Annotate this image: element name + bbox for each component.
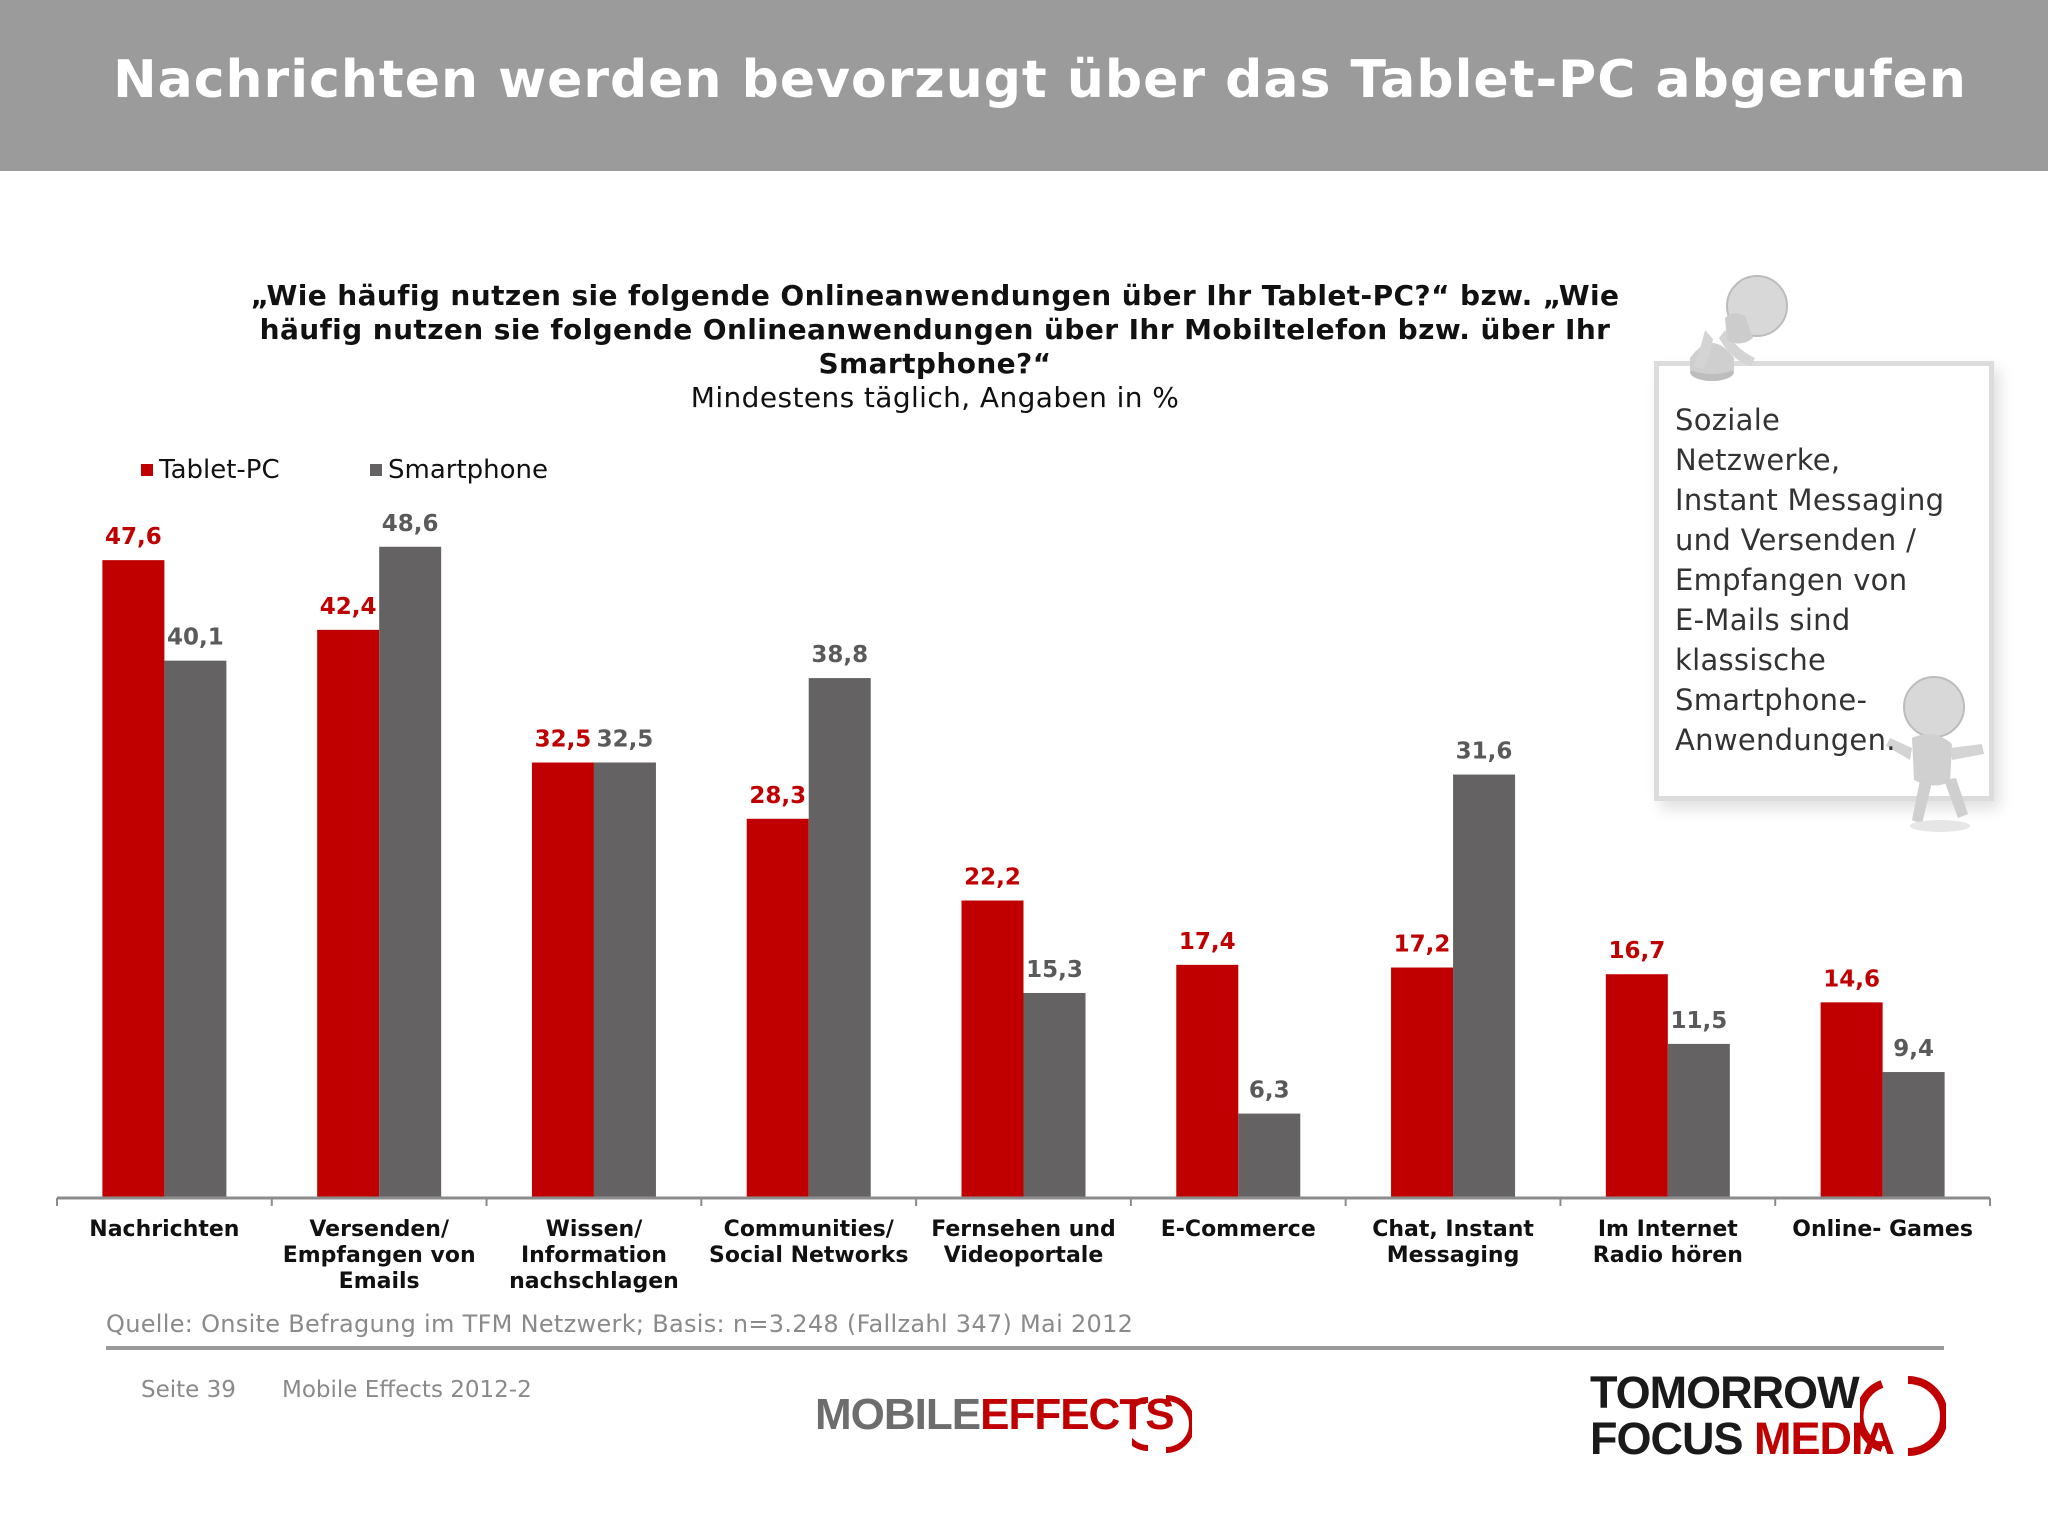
note-line: Anwendungen. xyxy=(1675,723,1896,757)
data-label-smartphone: 11,5 xyxy=(1670,1008,1727,1034)
data-label-smartphone: 9,4 xyxy=(1893,1036,1934,1062)
bar-smartphone xyxy=(1453,774,1516,1198)
tomorrow-focus-media-logo: TOMORROW FOCUS MEDIA xyxy=(1590,1367,1895,1464)
header-bar xyxy=(0,0,2048,171)
note-line: Smartphone- xyxy=(1675,683,1868,717)
data-label-tablet: 47,6 xyxy=(105,524,162,550)
bar-tablet xyxy=(531,762,594,1198)
category-label: nachschlagen xyxy=(509,1269,679,1294)
bar-tablet xyxy=(102,560,165,1198)
data-label-smartphone: 40,1 xyxy=(167,625,224,651)
bar-smartphone xyxy=(164,660,227,1198)
footer-divider xyxy=(106,1346,1944,1350)
category-label: Emails xyxy=(339,1269,420,1294)
data-label-tablet: 32,5 xyxy=(535,727,592,753)
mobile-effects-ring-icon xyxy=(1132,1395,1192,1453)
category-label: Messaging xyxy=(1387,1243,1520,1268)
legend-item-tablet: Tablet-PC xyxy=(141,455,280,485)
category-label: Empfangen von xyxy=(283,1243,476,1268)
category-label: Videoportale xyxy=(944,1243,1104,1268)
category-label: Versenden/ xyxy=(309,1217,450,1242)
legend-swatch-smartphone xyxy=(370,464,382,476)
chart-subtitle: Mindestens täglich, Angaben in % xyxy=(690,381,1180,414)
bar-smartphone xyxy=(593,762,656,1198)
data-label-tablet: 17,4 xyxy=(1179,929,1236,955)
note-line: Soziale xyxy=(1675,403,1781,437)
bar-tablet xyxy=(1176,964,1239,1198)
figure-top-icon xyxy=(1690,275,1788,381)
data-label-smartphone: 6,3 xyxy=(1249,1078,1290,1104)
data-label-smartphone: 31,6 xyxy=(1456,739,1513,765)
page-number: Seite 39 xyxy=(141,1377,236,1403)
category-label: Nachrichten xyxy=(89,1217,239,1242)
bar-tablet xyxy=(961,900,1024,1198)
bar-smartphone xyxy=(379,546,442,1198)
bar-tablet xyxy=(1820,1002,1883,1198)
legend-item-smartphone: Smartphone xyxy=(370,455,548,485)
data-label-tablet: 22,2 xyxy=(964,865,1021,891)
data-label-tablet: 42,4 xyxy=(320,594,377,620)
category-label: Fernsehen und xyxy=(931,1217,1116,1242)
note-line: Netzwerke, xyxy=(1675,443,1841,477)
note-line: Empfangen von xyxy=(1675,563,1908,597)
data-label-tablet: 16,7 xyxy=(1608,938,1665,964)
bar-tablet xyxy=(746,818,809,1198)
note-line: Instant Messaging xyxy=(1675,483,1945,517)
data-label-smartphone: 32,5 xyxy=(597,727,654,753)
figure-bottom-icon xyxy=(1886,676,1984,832)
mobile-effects-logo: MOBILEEFFECTS xyxy=(815,1390,1175,1440)
category-label: Wissen/ xyxy=(546,1217,644,1242)
category-label: E-Commerce xyxy=(1161,1217,1316,1242)
note-line: und Versenden / xyxy=(1675,523,1917,557)
category-label: Radio hören xyxy=(1593,1243,1743,1268)
bar-tablet xyxy=(1605,974,1668,1198)
bar-smartphone xyxy=(1023,992,1086,1198)
category-label: Social Networks xyxy=(709,1243,908,1268)
legend-swatch-tablet xyxy=(141,464,153,476)
bar-smartphone xyxy=(1667,1043,1730,1198)
data-label-smartphone: 15,3 xyxy=(1026,957,1083,983)
category-label: Information xyxy=(521,1243,667,1268)
bar-smartphone xyxy=(1882,1072,1945,1198)
note-line: klassische xyxy=(1675,643,1827,677)
bar-tablet xyxy=(1391,967,1454,1198)
data-label-smartphone: 48,6 xyxy=(382,511,439,537)
note-line: E-Mails sind xyxy=(1675,603,1851,637)
logo-focus-text: FOCUS xyxy=(1590,1413,1743,1464)
bar-chart: 47,6 40,1 Nachrichten 42,4 48,6 Versenden/Emp… xyxy=(56,511,1991,1294)
category-label: Communities/ xyxy=(724,1217,895,1242)
logo-mobile-text: MOBILE xyxy=(815,1390,981,1439)
chart-title: „Wie häufig nutzen sie folgende Onlinean… xyxy=(250,279,1620,380)
data-label-tablet: 28,3 xyxy=(749,783,806,809)
logo-tomorrow-text: TOMORROW xyxy=(1590,1367,1860,1418)
data-label-smartphone: 38,8 xyxy=(811,642,868,668)
source-note: Quelle: Onsite Befragung im TFM Netzwerk… xyxy=(106,1310,1134,1338)
category-label: Chat, Instant xyxy=(1372,1217,1534,1242)
legend-label-smartphone: Smartphone xyxy=(388,455,549,485)
legend-label-tablet: Tablet-PC xyxy=(159,455,280,485)
tfm-ring-icon xyxy=(1860,1376,1946,1456)
report-name: Mobile Effects 2012-2 xyxy=(282,1377,532,1403)
category-label: Im Internet xyxy=(1598,1217,1738,1242)
figure-illustrations xyxy=(1690,275,1984,832)
data-label-tablet: 17,2 xyxy=(1394,932,1451,958)
data-label-tablet: 14,6 xyxy=(1823,966,1880,992)
bar-tablet xyxy=(317,629,380,1198)
note-text: Soziale Netzwerke, Instant Messaging und… xyxy=(1675,400,1975,760)
bar-smartphone xyxy=(1238,1113,1301,1198)
category-label: Online- Games xyxy=(1792,1217,1973,1242)
bar-smartphone xyxy=(808,678,871,1198)
page-title: Nachrichten werden bevorzugt über das Ta… xyxy=(113,50,1967,110)
